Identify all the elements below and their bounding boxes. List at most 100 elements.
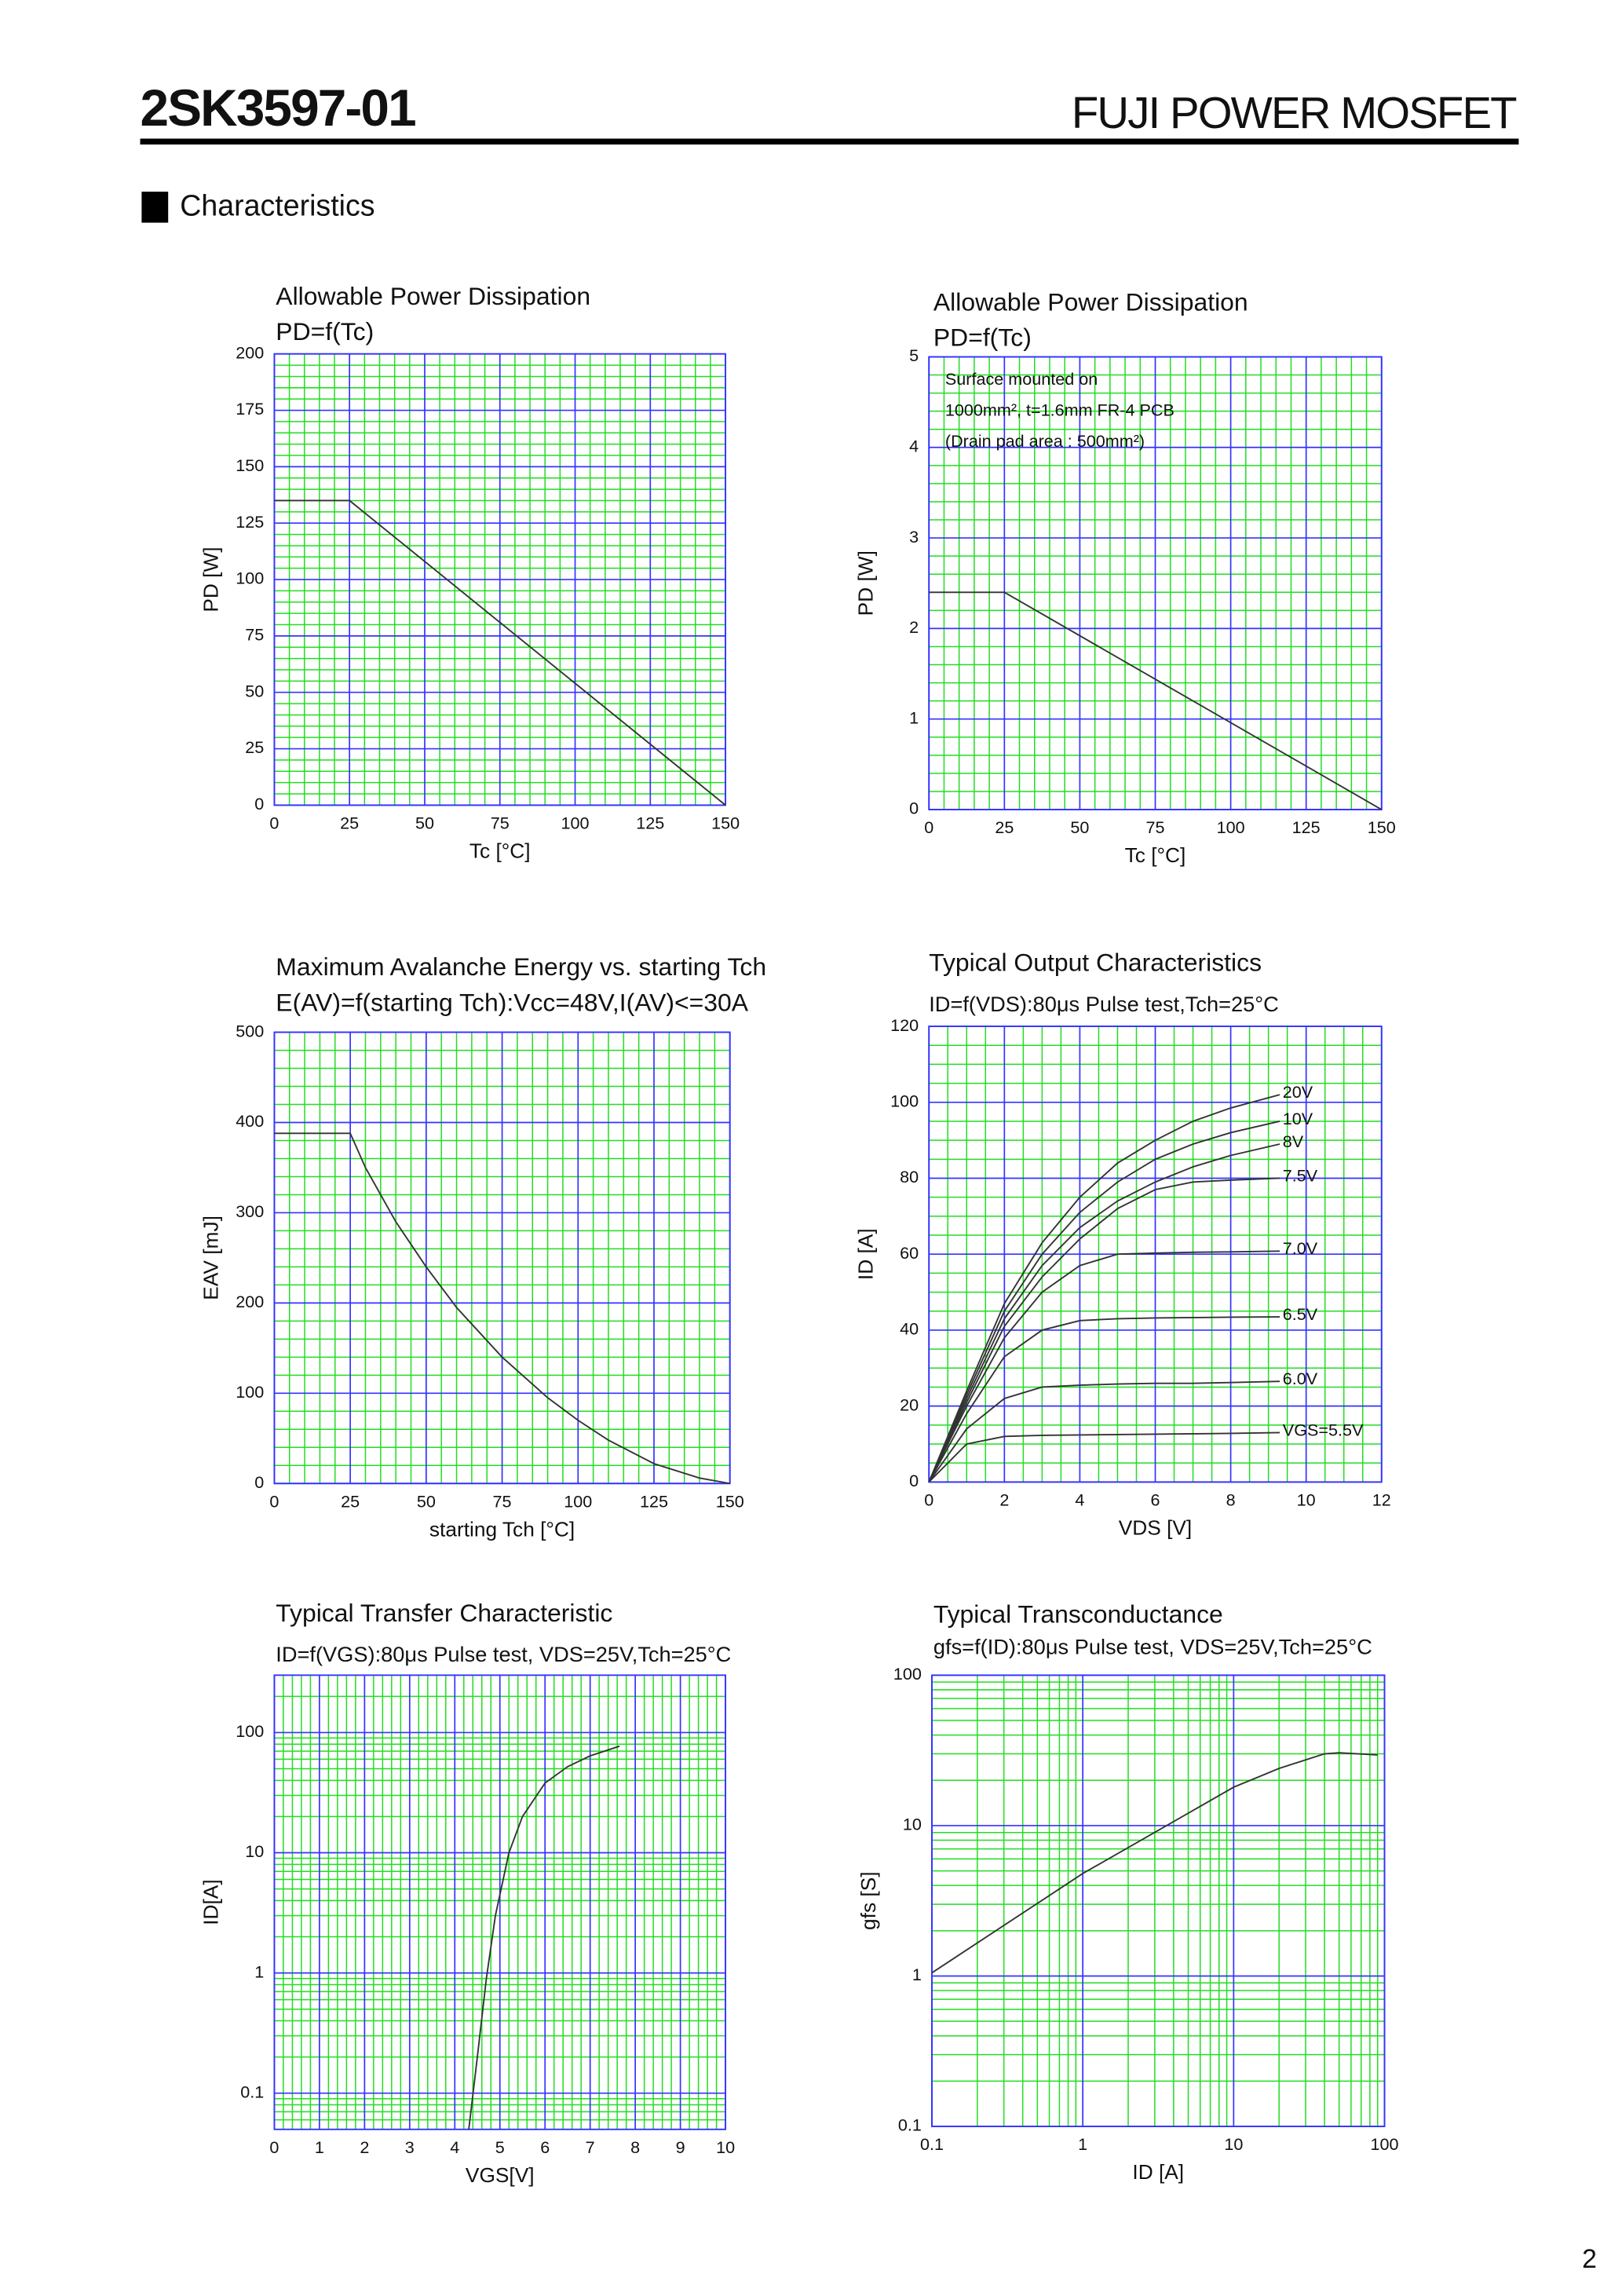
x-tick-label: 0 bbox=[924, 1490, 933, 1509]
x-tick-label: 6 bbox=[1150, 1490, 1160, 1509]
y-tick-label: 100 bbox=[236, 569, 264, 588]
x-axis-label: VGS[V] bbox=[466, 2163, 535, 2187]
y-tick-label: 4 bbox=[909, 436, 919, 455]
part-number: 2SK3597-01 bbox=[141, 79, 416, 137]
y-axis-label: PD [W] bbox=[199, 547, 222, 612]
y-tick-label: 400 bbox=[236, 1111, 264, 1131]
x-tick-label: 125 bbox=[1292, 817, 1321, 837]
curve bbox=[928, 1094, 1280, 1483]
y-tick-label: 200 bbox=[236, 342, 264, 362]
x-tick-label: 150 bbox=[711, 813, 740, 832]
curve bbox=[468, 1745, 620, 2130]
chart-subtitle: PD=f(Tc) bbox=[276, 317, 374, 345]
x-tick-label: 100 bbox=[1217, 817, 1245, 837]
y-tick-label: 0 bbox=[909, 799, 919, 818]
y-axis-label: ID[A] bbox=[199, 1879, 222, 1925]
chart-title: Typical Output Characteristics bbox=[929, 949, 1262, 977]
y-tick-label: 75 bbox=[245, 625, 264, 645]
y-tick-label: 150 bbox=[236, 455, 264, 475]
curve bbox=[928, 1177, 1280, 1483]
x-tick-label: 25 bbox=[341, 1491, 360, 1511]
x-tick-label: 8 bbox=[630, 2137, 640, 2157]
chart-title: Allowable Power Dissipation bbox=[276, 282, 590, 310]
curve bbox=[928, 1380, 1280, 1483]
curve-label: VGS=5.5V bbox=[1283, 1420, 1364, 1439]
curve bbox=[928, 1431, 1280, 1483]
plot-frame bbox=[273, 1674, 727, 2130]
chart-title: Typical Transfer Characteristic bbox=[276, 1599, 612, 1627]
curve bbox=[274, 499, 726, 806]
y-axis-label: ID [A] bbox=[853, 1228, 877, 1280]
y-tick-label: 5 bbox=[909, 345, 919, 365]
y-axis-label: gfs [S] bbox=[857, 1871, 880, 1929]
y-tick-label: 50 bbox=[245, 681, 264, 700]
plot-frame bbox=[273, 1031, 731, 1485]
x-tick-label: 100 bbox=[1371, 2134, 1399, 2154]
y-tick-label: 120 bbox=[890, 1015, 919, 1035]
x-tick-label: 10 bbox=[716, 2137, 735, 2157]
x-tick-label: 12 bbox=[1372, 1490, 1391, 1509]
y-tick-label: 3 bbox=[909, 527, 919, 547]
x-tick-label: 10 bbox=[1297, 1490, 1316, 1509]
annotation: (Drain pad area : 500mm²) bbox=[945, 431, 1145, 451]
y-tick-label: 100 bbox=[893, 1664, 922, 1684]
x-tick-label: 125 bbox=[640, 1491, 668, 1511]
y-tick-label: 200 bbox=[236, 1292, 264, 1311]
plot-frame bbox=[928, 1026, 1383, 1483]
y-tick-label: 125 bbox=[236, 512, 264, 532]
y-tick-label: 80 bbox=[900, 1167, 919, 1186]
y-tick-label: 10 bbox=[903, 1815, 922, 1834]
x-tick-label: 5 bbox=[495, 2137, 505, 2157]
x-axis-label: VDS [V] bbox=[1119, 1515, 1192, 1539]
x-axis-label: Tc [°C] bbox=[1125, 843, 1186, 867]
y-tick-label: 175 bbox=[236, 399, 264, 419]
x-tick-label: 150 bbox=[1368, 817, 1396, 837]
x-tick-label: 0 bbox=[269, 2137, 279, 2157]
x-tick-label: 75 bbox=[1145, 817, 1164, 837]
y-tick-label: 60 bbox=[900, 1243, 919, 1263]
chart-subtitle: gfs=f(ID):80μs Pulse test, VDS=25V,Tch=2… bbox=[933, 1635, 1372, 1659]
x-tick-label: 100 bbox=[561, 813, 590, 832]
annotation: Surface mounted on bbox=[945, 369, 1098, 389]
x-tick-label: 75 bbox=[491, 813, 510, 832]
annotation: 1000mm², t=1.6mm FR-4 PCB bbox=[945, 400, 1174, 420]
x-tick-label: 125 bbox=[636, 813, 664, 832]
x-tick-label: 10 bbox=[1224, 2134, 1243, 2154]
x-tick-label: 0.1 bbox=[920, 2134, 944, 2154]
y-tick-label: 100 bbox=[236, 1382, 264, 1402]
x-tick-label: 1 bbox=[315, 2137, 324, 2157]
x-tick-label: 25 bbox=[340, 813, 359, 832]
x-tick-label: 4 bbox=[1075, 1490, 1084, 1509]
x-tick-label: 50 bbox=[415, 813, 434, 832]
curve-label: 20V bbox=[1283, 1082, 1313, 1102]
y-tick-label: 20 bbox=[900, 1395, 919, 1414]
x-tick-label: 0 bbox=[924, 817, 933, 837]
curve-label: 7.0V bbox=[1283, 1238, 1318, 1258]
curve-label: 8V bbox=[1283, 1132, 1304, 1151]
x-tick-label: 75 bbox=[493, 1491, 512, 1511]
curve-label: 6.0V bbox=[1283, 1369, 1318, 1388]
chart-subtitle: PD=f(Tc) bbox=[933, 323, 1032, 351]
x-tick-label: 0 bbox=[269, 813, 279, 832]
y-tick-label: 100 bbox=[236, 1721, 264, 1741]
x-tick-label: 9 bbox=[676, 2137, 685, 2157]
x-tick-label: 3 bbox=[405, 2137, 415, 2157]
y-tick-label: 10 bbox=[245, 1841, 264, 1861]
chart-subtitle: ID=f(VGS):80μs Pulse test, VDS=25V,Tch=2… bbox=[276, 1642, 731, 1666]
curve-label: 6.5V bbox=[1283, 1304, 1318, 1324]
y-tick-label: 0 bbox=[254, 794, 264, 813]
section-bullet bbox=[141, 192, 169, 223]
y-tick-label: 40 bbox=[900, 1319, 919, 1339]
curve-label: 7.5V bbox=[1283, 1165, 1318, 1185]
y-tick-label: 0 bbox=[909, 1471, 919, 1490]
y-tick-label: 1 bbox=[909, 707, 919, 727]
curve bbox=[274, 1132, 730, 1485]
y-tick-label: 300 bbox=[236, 1201, 264, 1221]
chart-title: Maximum Avalanche Energy vs. starting Tc… bbox=[276, 952, 766, 981]
page-number: 2 bbox=[1582, 2244, 1597, 2274]
brand: FUJI POWER MOSFET bbox=[1072, 88, 1517, 137]
x-tick-label: 2 bbox=[999, 1490, 1009, 1509]
x-tick-label: 8 bbox=[1226, 1490, 1236, 1509]
y-tick-label: 100 bbox=[890, 1091, 919, 1110]
